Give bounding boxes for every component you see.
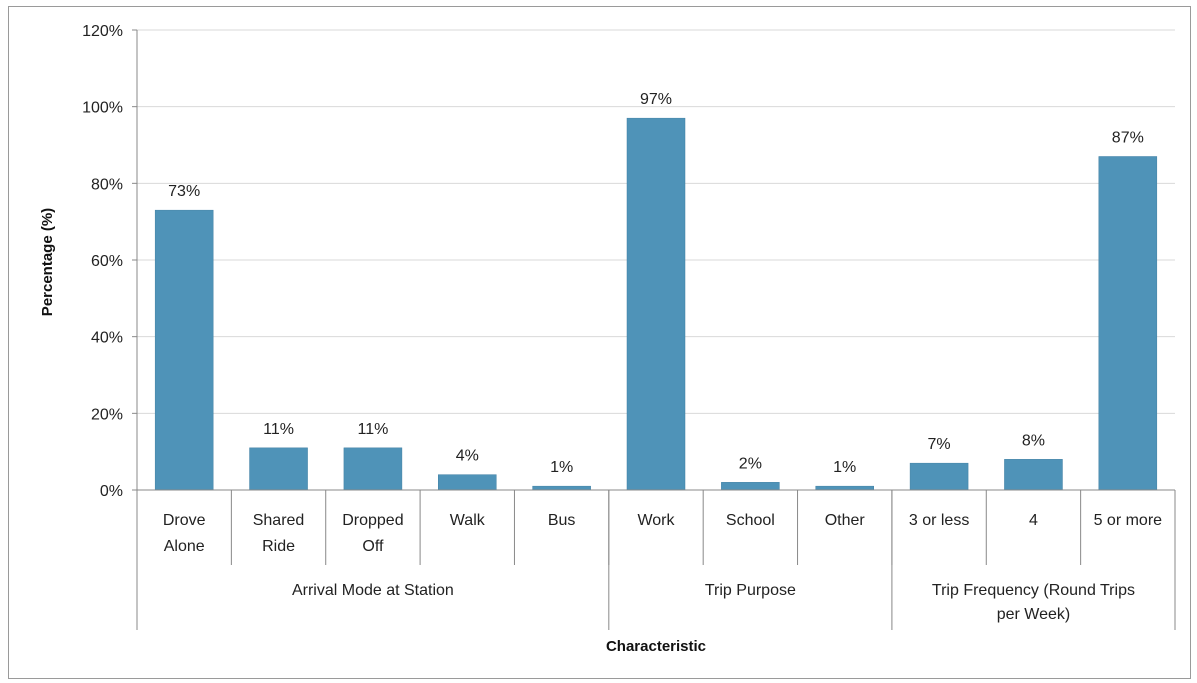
y-tick-label: 120% (82, 23, 123, 40)
data-label: 11% (263, 421, 294, 438)
category-label: 4 (1029, 512, 1038, 529)
category-label: Dropped (342, 512, 403, 529)
bar (721, 482, 780, 491)
bar (626, 117, 686, 491)
bar (1098, 156, 1158, 491)
y-tick-label: 0% (100, 483, 123, 500)
category-label: Off (362, 538, 384, 555)
y-tick-label: 100% (82, 100, 123, 117)
bar (249, 447, 308, 491)
bar (909, 462, 969, 491)
bar (438, 474, 497, 491)
data-label: 11% (357, 421, 388, 438)
data-label: 1% (833, 459, 856, 476)
data-label: 7% (928, 436, 951, 453)
group-label: per Week) (997, 606, 1071, 623)
category-label: Work (637, 512, 675, 529)
category-label: Other (825, 512, 866, 529)
bar (815, 485, 874, 491)
category-label: Alone (164, 538, 205, 555)
group-labels: Arrival Mode at Station Trip Purpose Trip … (292, 582, 1135, 623)
category-label: Walk (450, 512, 486, 529)
category-label: 3 or less (909, 512, 969, 529)
category-label: School (726, 512, 775, 529)
category-label: 5 or more (1094, 512, 1163, 529)
y-tick-label: 40% (91, 330, 123, 347)
y-tick-label: 60% (91, 253, 123, 270)
bars (154, 117, 1158, 491)
category-label: Drove (163, 512, 206, 529)
category-label: Shared (253, 512, 305, 529)
data-label: 8% (1022, 432, 1045, 449)
group-label: Trip Purpose (705, 582, 796, 599)
data-labels: 73% 11% 11% 4% 1% 97% 2% 1% 7% 8% 87% (168, 91, 1144, 476)
data-label: 73% (168, 183, 200, 200)
category-labels: Drove Alone Shared Ride Dropped Off Walk Bus Wor… (163, 512, 1162, 555)
group-label: Arrival Mode at Station (292, 582, 454, 599)
y-tick-label: 80% (91, 176, 123, 193)
group-label: Trip Frequency (Round Trips (932, 582, 1135, 599)
category-label: Bus (548, 512, 576, 529)
y-axis-ticks: 0% 20% 40% 60% 80% 100% 120% (82, 23, 137, 500)
x-axis-title: Characteristic (606, 638, 706, 655)
data-label: 1% (550, 459, 573, 476)
gridlines (137, 29, 1175, 414)
data-label: 87% (1112, 130, 1144, 147)
y-axis-title: Percentage (%) (39, 208, 56, 316)
x-axis (136, 30, 1176, 630)
data-label: 97% (640, 91, 672, 108)
bar (1004, 459, 1063, 491)
bar (154, 209, 214, 491)
data-label: 4% (456, 448, 479, 465)
bar (532, 485, 591, 491)
data-label: 2% (739, 455, 762, 472)
y-tick-label: 20% (91, 406, 123, 423)
category-label: Ride (262, 538, 295, 555)
bar (343, 447, 403, 491)
